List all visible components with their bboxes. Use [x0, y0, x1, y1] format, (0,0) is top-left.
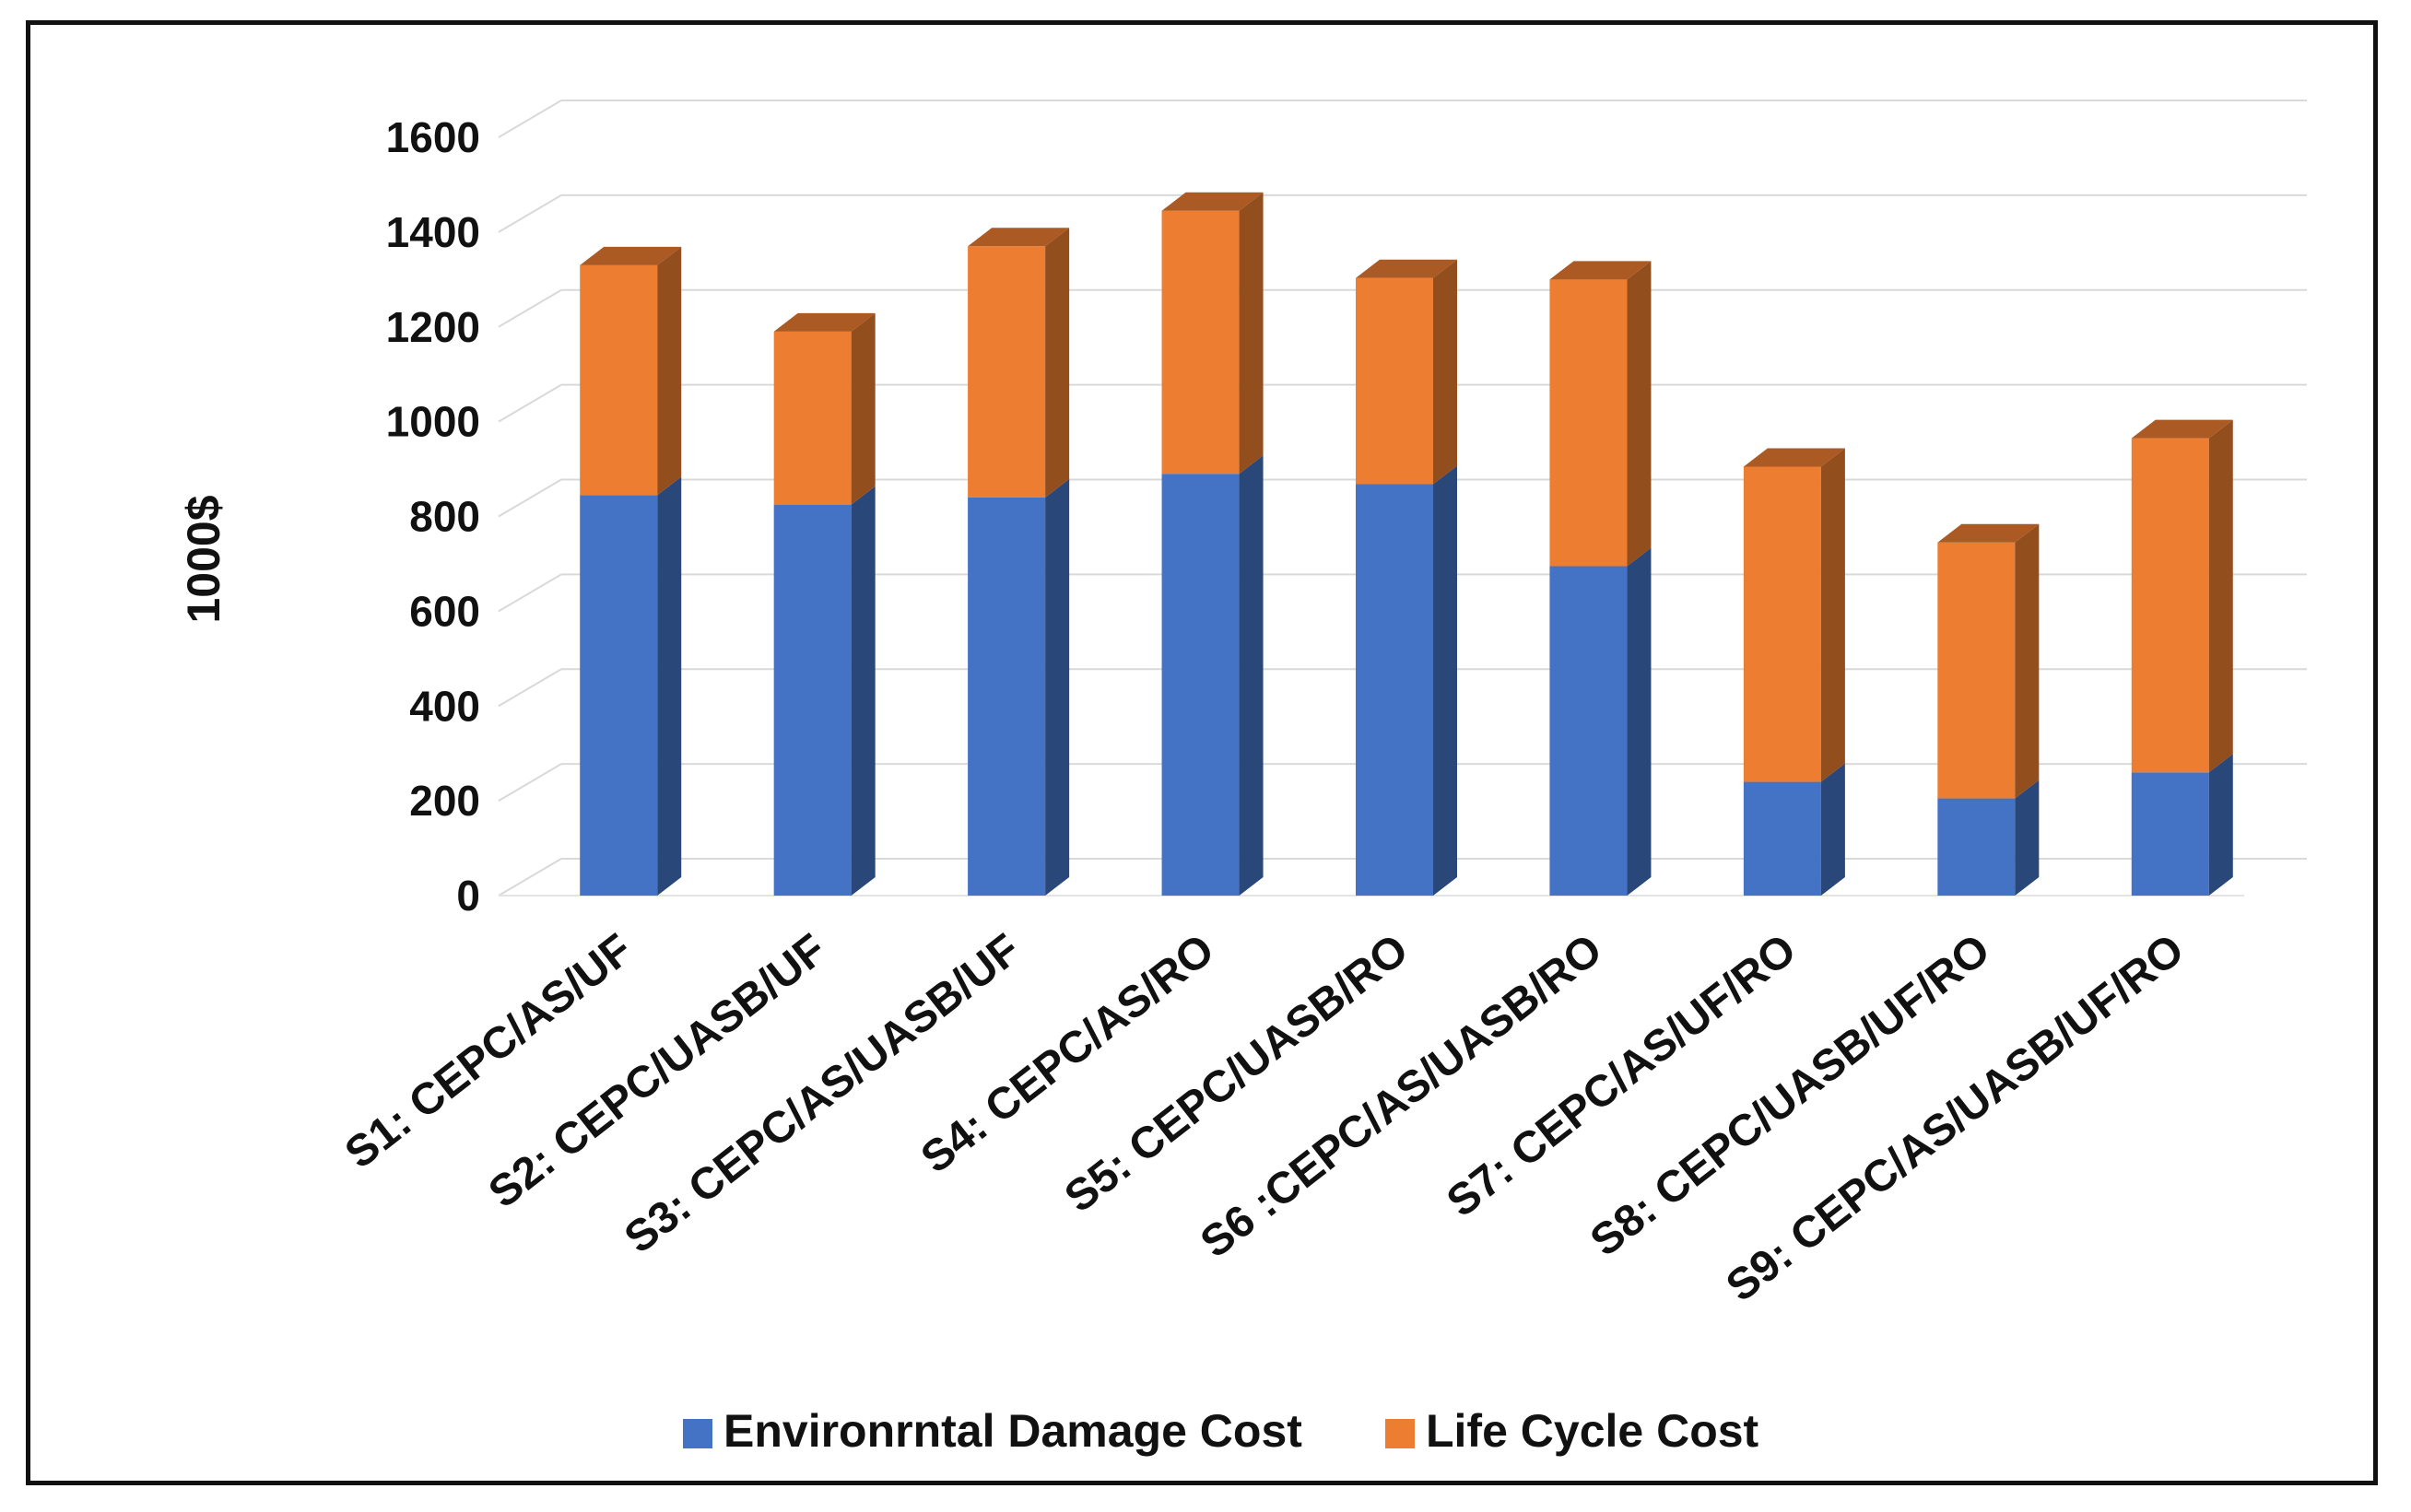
- bar-life-cycle: [1937, 542, 2016, 799]
- y-tick-label: 1600: [386, 113, 480, 161]
- bar-stack: [968, 228, 1070, 896]
- bar-life-cycle-side: [657, 246, 682, 496]
- gridline-depth: [498, 383, 562, 423]
- x-tick-label: S3: CEPC/AS/UASB/UF: [616, 925, 1029, 1263]
- bar-environmental-side: [2015, 779, 2040, 896]
- bar-life-cycle-top: [1356, 259, 1457, 278]
- y-tick-label: 200: [409, 777, 480, 825]
- bars: [580, 192, 2233, 896]
- bar-environmental: [1161, 474, 1240, 896]
- y-axis-label: 1000$: [178, 495, 229, 623]
- gridline-depth: [498, 100, 562, 138]
- bar-life-cycle-side: [2208, 419, 2233, 773]
- bar-life-cycle-side: [1239, 192, 1264, 475]
- gridline-depth: [498, 668, 562, 708]
- gridline-depth: [498, 288, 562, 328]
- legend-swatch-environmental: [683, 1419, 712, 1448]
- y-tick-label: 1200: [386, 303, 480, 351]
- bar-environmental: [1743, 781, 1821, 896]
- bar-environmental: [2131, 772, 2209, 896]
- bar-life-cycle-side: [1045, 228, 1070, 498]
- bar-life-cycle-top: [968, 228, 1070, 247]
- bar-life-cycle-side: [1433, 259, 1457, 485]
- bar-life-cycle: [580, 264, 658, 496]
- x-tick-label: S7: CEPC/AS/UF/RO: [1438, 925, 1805, 1226]
- bar-environmental: [1356, 484, 1433, 896]
- bar-life-cycle-top: [2131, 419, 2233, 439]
- bar-life-cycle-side: [1627, 261, 1652, 567]
- legend: Environrntal Damage Cost Life Cycle Cost: [683, 1405, 1759, 1457]
- bar-environmental-side: [657, 476, 682, 896]
- bar-environmental-side: [851, 486, 876, 896]
- bar-environmental-side: [1627, 547, 1652, 896]
- legend-label-environmental: Environrntal Damage Cost: [723, 1405, 1302, 1457]
- gridline-depth: [498, 478, 562, 518]
- bar-environmental: [1549, 566, 1628, 896]
- bar-stack: [1743, 448, 1845, 896]
- y-tick-label: 0: [456, 872, 480, 920]
- bar-environmental-side: [1820, 763, 1845, 896]
- bar-stack: [580, 246, 682, 896]
- bar-environmental: [968, 497, 1046, 896]
- bar-life-cycle-side: [2015, 523, 2040, 799]
- x-tick-label: S5: CEPC/UASB/RO: [1056, 925, 1417, 1223]
- legend-swatch-life-cycle: [1385, 1419, 1415, 1448]
- bar-stack: [1937, 523, 2040, 896]
- y-tick-label: 400: [409, 682, 480, 730]
- bar-stack: [1356, 259, 1457, 896]
- gridline-depth: [498, 763, 562, 802]
- bar-life-cycle: [1549, 279, 1628, 567]
- bar-life-cycle: [1161, 210, 1240, 475]
- y-axis: 0 200 400 600 800 1000 1200 1400 1600: [386, 113, 480, 920]
- y-tick-label: 1000: [386, 398, 480, 446]
- legend-label-life-cycle: Life Cycle Cost: [1426, 1405, 1759, 1457]
- gridline-depth: [498, 194, 562, 233]
- bar-stack: [1161, 192, 1264, 896]
- bar-environmental-side: [1239, 455, 1264, 896]
- x-tick-label: S2: CEPC/UASB/UF: [480, 925, 836, 1218]
- bar-life-cycle: [2131, 438, 2209, 773]
- bar-life-cycle-side: [1820, 448, 1845, 782]
- bar-stack: [1549, 261, 1652, 896]
- bar-environmental: [773, 504, 852, 896]
- chart-frame: 0 200 400 600 800 1000 1200 1400 1600 S1: CEPC/A…: [26, 20, 2378, 1485]
- bar-life-cycle: [773, 331, 852, 505]
- bar-life-cycle-top: [1549, 261, 1652, 280]
- bar-environmental-side: [1433, 465, 1457, 896]
- bar-stack: [2131, 419, 2233, 896]
- bar-life-cycle-side: [851, 312, 876, 505]
- gridline-depth: [498, 858, 562, 897]
- gridline-depth: [498, 573, 562, 613]
- bar-life-cycle: [1743, 466, 1821, 782]
- bar-life-cycle-top: [1743, 448, 1845, 467]
- bar-environmental: [1937, 798, 2016, 896]
- y-tick-label: 800: [409, 493, 480, 541]
- bar-life-cycle: [1356, 277, 1433, 485]
- stacked-bar-chart: 0 200 400 600 800 1000 1200 1400 1600 S1: CEPC/A…: [178, 100, 2307, 1457]
- bar-life-cycle-top: [580, 246, 682, 265]
- bar-life-cycle-top: [1937, 523, 2040, 543]
- bar-life-cycle: [968, 246, 1046, 498]
- y-tick-label: 600: [409, 587, 480, 635]
- bar-environmental: [580, 495, 658, 896]
- y-tick-label: 1400: [386, 208, 480, 256]
- bar-life-cycle-top: [1161, 192, 1264, 211]
- bar-environmental-side: [1045, 478, 1070, 896]
- bar-environmental-side: [2208, 754, 2233, 896]
- bar-life-cycle-top: [773, 312, 876, 332]
- x-tick-label: S6 :CEPC/AS/UASB/RO: [1192, 925, 1611, 1268]
- bar-stack: [773, 312, 876, 896]
